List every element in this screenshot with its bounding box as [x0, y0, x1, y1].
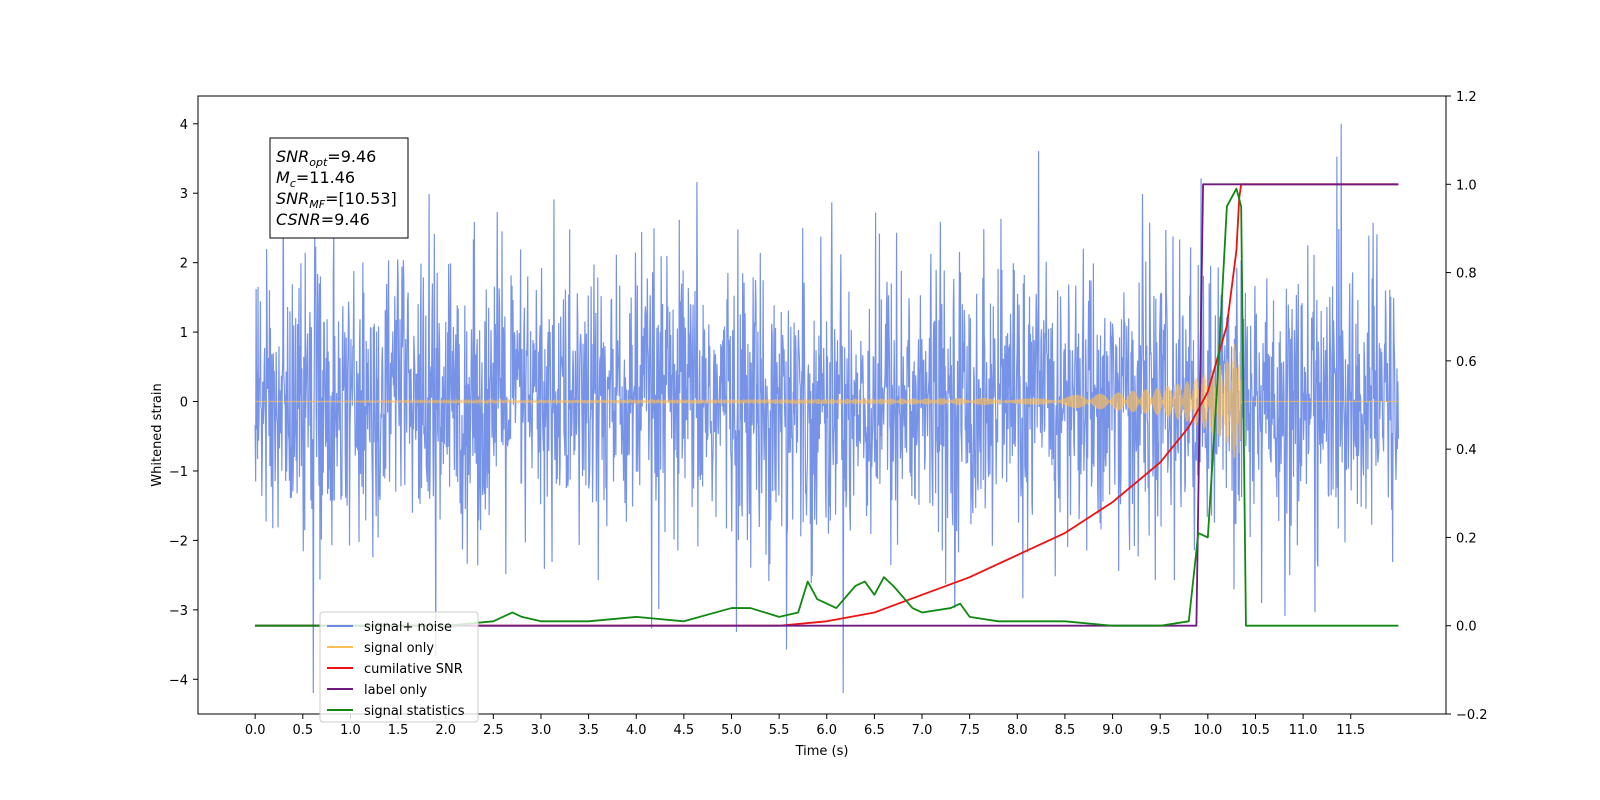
- annotation-frame: [269, 137, 409, 239]
- y-tick-label: 0: [180, 396, 188, 411]
- y-tick-label: −4: [169, 673, 188, 688]
- x-tick-label: 7.0: [912, 723, 933, 738]
- y2-tick-label: 0.2: [1456, 531, 1477, 546]
- y2-tick-label: 0.0: [1456, 620, 1477, 635]
- series-signal-plus-noise-line: [254, 123, 1399, 694]
- annotation-line: CSNR=9.46: [276, 210, 370, 229]
- axes-frame: [197, 95, 1447, 715]
- x-tick-label: 2.5: [483, 723, 504, 738]
- y-tick-label: −1: [169, 465, 188, 480]
- x-tick-label: 8.5: [1055, 723, 1076, 738]
- annotation-line: SNRMF=[10.53]: [276, 189, 397, 211]
- y2-tick-label: 1.2: [1456, 90, 1477, 105]
- legend-entry-label: signal statistics: [364, 704, 465, 719]
- x-tick-label: 4.5: [674, 723, 695, 738]
- x-tick-label: 0.5: [292, 723, 313, 738]
- legend-entry-label: signal only: [364, 641, 434, 656]
- y2-tick-label: −0.2: [1456, 708, 1488, 723]
- y-tick-label: 2: [180, 257, 188, 272]
- y2-tick-label: 1.0: [1456, 178, 1477, 193]
- legend-entry-label: label only: [364, 683, 427, 698]
- series-label-only-line: [255, 183, 1399, 627]
- x-tick-label: 5.5: [769, 723, 790, 738]
- y-tick-label: 1: [180, 326, 188, 341]
- x-tick-label: 5.0: [721, 723, 742, 738]
- x-axis: 0.0 0.5 1.0 1.5 2.0 2.5 3.0 3.5 4.0 4.5 5.0 5.5 6.0 6…: [245, 714, 1365, 738]
- legend: signal+ noise signal only cumilative SNR la…: [319, 611, 479, 723]
- x-tick-label: 1.0: [340, 723, 361, 738]
- annotation-line: Mc=11.46: [276, 168, 355, 190]
- y-axis-right: 1.2 1.0 0.8 0.6 0.4 0.2 0.0 −0.2: [1446, 90, 1488, 723]
- x-tick-label: 1.5: [388, 723, 409, 738]
- x-tick-label: 9.0: [1102, 723, 1123, 738]
- series-signal-statistics-line: [255, 187, 1399, 627]
- annotation-line: SNRopt=9.46: [276, 147, 376, 169]
- y-tick-label: −2: [169, 534, 188, 549]
- x-tick-label: 2.0: [435, 723, 456, 738]
- x-tick-label: 0.0: [245, 723, 266, 738]
- y2-tick-label: 0.8: [1456, 267, 1477, 282]
- y-tick-label: −3: [169, 604, 188, 619]
- x-tick-label: 3.0: [531, 723, 552, 738]
- x-tick-label: 10.0: [1193, 723, 1222, 738]
- x-tick-label: 9.5: [1150, 723, 1171, 738]
- x-axis-label: Time (s): [795, 744, 849, 759]
- x-tick-label: 10.5: [1241, 723, 1270, 738]
- series-cumilative-snr-line: [255, 183, 1399, 627]
- y2-tick-label: 0.6: [1456, 355, 1477, 370]
- x-tick-label: 7.5: [959, 723, 980, 738]
- y2-tick-label: 0.4: [1456, 443, 1477, 458]
- legend-frame: [319, 611, 479, 723]
- x-tick-label: 8.0: [1007, 723, 1028, 738]
- y-axis-left: 4 3 2 1 0 −1 −2 −3 −4: [169, 118, 198, 688]
- x-tick-label: 6.0: [816, 723, 837, 738]
- x-tick-label: 3.5: [578, 723, 599, 738]
- y-tick-label: 3: [180, 187, 188, 202]
- x-tick-label: 11.5: [1336, 723, 1365, 738]
- x-tick-label: 6.5: [864, 723, 885, 738]
- x-tick-label: 4.0: [626, 723, 647, 738]
- stats-annotation-box: SNRopt=9.46Mc=11.46SNRMF=[10.53]CSNR=9.4…: [269, 137, 409, 239]
- y-tick-label: 4: [180, 118, 188, 133]
- legend-entry-label: cumilative SNR: [364, 662, 463, 677]
- legend-entry-label: signal+ noise: [364, 620, 452, 635]
- y-axis-label: Whitened strain: [150, 383, 165, 486]
- series-signal-only-line: [255, 343, 1399, 459]
- x-tick-label: 11.0: [1289, 723, 1318, 738]
- plot-area: [254, 123, 1399, 694]
